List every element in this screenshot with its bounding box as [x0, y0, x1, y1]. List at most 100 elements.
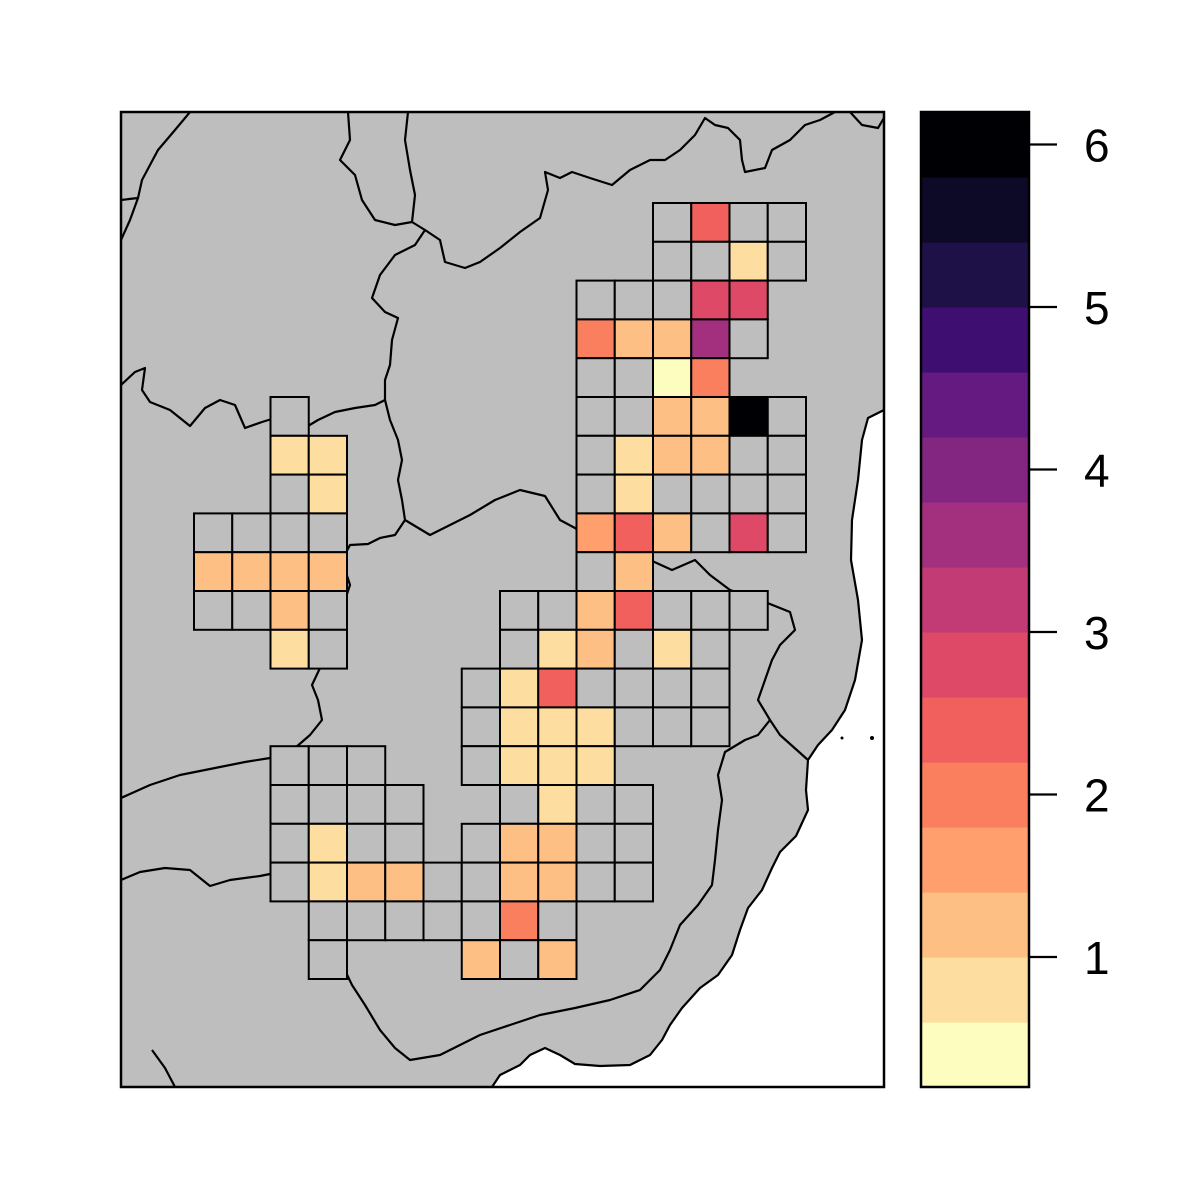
- grid-cell: [307, 784, 348, 825]
- grid-cell: [690, 279, 731, 321]
- grid-cell: [690, 434, 731, 476]
- grid-cell: [193, 512, 234, 554]
- grid-cell: [613, 512, 654, 554]
- grid-cell: [728, 279, 769, 321]
- grid-cell: [575, 628, 616, 670]
- legend-swatches: [921, 112, 1029, 1088]
- grid-cell: [499, 822, 540, 864]
- grid-cell: [613, 628, 654, 670]
- border-line: [121, 366, 386, 434]
- grid-cell: [499, 628, 540, 670]
- island: [870, 736, 874, 740]
- grid-cell: [537, 706, 578, 748]
- grid-cell: [537, 628, 578, 670]
- legend-swatch: [921, 697, 1029, 763]
- grid-cell: [652, 396, 693, 437]
- grid-cell: [499, 939, 540, 981]
- grid-cell: [613, 434, 654, 476]
- grid-cell: [346, 784, 387, 825]
- grid-cell: [193, 551, 234, 593]
- grid-cell: [346, 861, 387, 903]
- map-frame: [119, 110, 886, 1089]
- border-line: [403, 112, 417, 223]
- legend-swatch: [921, 567, 1029, 633]
- grid-cell: [307, 900, 348, 942]
- grid-cell: [499, 861, 540, 903]
- legend-swatch: [921, 957, 1029, 1023]
- grid-cell: [652, 590, 693, 631]
- legend-swatch: [921, 242, 1029, 308]
- legend-tick-label: 6: [1084, 120, 1110, 172]
- grid-cell: [307, 551, 348, 593]
- grid-cell: [613, 861, 654, 903]
- grid-cell: [269, 396, 310, 437]
- grid-cell: [537, 745, 578, 787]
- grid-cell: [575, 473, 616, 515]
- grid-cell: [269, 473, 310, 515]
- map-panel: [119, 110, 886, 1089]
- grid-cell: [766, 434, 807, 476]
- grid-cell: [575, 745, 616, 787]
- grid-cell: [499, 745, 540, 787]
- grid-cell: [422, 861, 463, 903]
- grid-cell: [575, 590, 616, 631]
- grid-cell: [613, 551, 654, 593]
- border-line: [849, 112, 884, 130]
- grid-cell: [652, 202, 693, 243]
- legend-tick-label: 2: [1084, 770, 1110, 822]
- grid-cell: [231, 551, 272, 593]
- grid-cell: [652, 434, 693, 476]
- grid-cell: [652, 667, 693, 709]
- grid-cell: [269, 861, 310, 903]
- grid-cell: [499, 706, 540, 748]
- legend-swatch: [921, 372, 1029, 438]
- grid-cell: [269, 590, 310, 631]
- grid-cell: [690, 318, 731, 360]
- grid-cell: [537, 939, 578, 981]
- grid-cell: [575, 434, 616, 476]
- grid-cell: [728, 202, 769, 243]
- grid-cell: [537, 822, 578, 864]
- grid-cell: [575, 861, 616, 903]
- grid-cell: [460, 861, 501, 903]
- grid-cell: [384, 861, 425, 903]
- legend-tick-label: 4: [1084, 445, 1110, 497]
- grid-cell: [346, 900, 387, 942]
- grid-cell: [537, 784, 578, 825]
- grid-cell: [346, 745, 387, 787]
- grid-cell: [613, 706, 654, 748]
- grid-cell: [193, 590, 234, 631]
- grid-cell: [690, 590, 731, 631]
- grid-cell: [613, 784, 654, 825]
- grid-cell: [307, 512, 348, 554]
- grid-cell: [231, 590, 272, 631]
- grid-cell: [269, 512, 310, 554]
- grid-cell: [690, 473, 731, 515]
- grid-cell: [652, 473, 693, 515]
- grid-cell: [690, 240, 731, 282]
- grid-cell: [384, 784, 425, 825]
- legend-tick-label: 3: [1084, 607, 1110, 659]
- grid-cell: [613, 667, 654, 709]
- grid-cell: [690, 706, 731, 748]
- grid-cell: [537, 900, 578, 942]
- legend-swatch: [921, 632, 1029, 698]
- color-legend: 1 2 3 4 5 6: [919, 110, 1110, 1089]
- border-line: [424, 112, 836, 270]
- legend-frame: [919, 110, 1031, 1089]
- grid-cell: [652, 240, 693, 282]
- legend-swatch: [921, 307, 1029, 373]
- legend-swatch: [921, 827, 1029, 893]
- grid-cell: [269, 434, 310, 476]
- legend-tick-label: 1: [1084, 932, 1110, 984]
- grid-cell: [690, 667, 731, 709]
- grid-cell: [422, 900, 463, 942]
- legend-tick-label: 5: [1084, 282, 1110, 334]
- border-line: [121, 112, 427, 800]
- grid-cell: [499, 900, 540, 942]
- grid-cell: [384, 900, 425, 942]
- grid-cell: [269, 551, 310, 593]
- grid-cell: [575, 357, 616, 399]
- grid-cell: [652, 279, 693, 321]
